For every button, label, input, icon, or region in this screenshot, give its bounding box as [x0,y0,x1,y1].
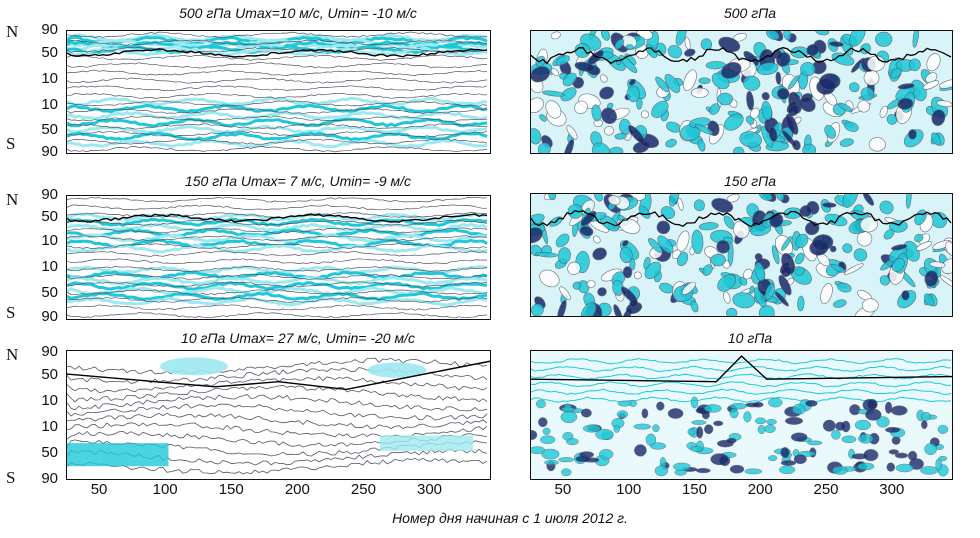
heatmap-10-zonal [67,357,490,475]
plot-500-zonal [66,30,491,154]
panel-title-10-left: 10 гПа Umax= 27 м/с, Umin= -20 м/с [181,330,415,346]
heatmap-10-wave [531,351,952,479]
north-label-150: N [6,190,19,209]
x-tick-label: 250 [350,481,376,498]
x-tick-label: 50 [554,481,572,498]
ytick: 10 [41,96,58,113]
ytick: 10 [41,392,58,409]
south-label-10: S [6,468,16,487]
heatmap-150-zonal [67,196,488,319]
ytick: 90 [41,343,58,360]
heatmap-500-zonal [67,31,488,153]
south-label-500: S [6,134,16,153]
x-tick-label: 100 [152,481,178,498]
ytick: 10 [41,258,58,275]
panel-title-10-right: 10 гПа [727,330,773,346]
x-tick-label: 300 [417,481,443,498]
x-tick-label: 150 [218,481,244,498]
ytick: 90 [41,21,58,38]
panel-title-150-left: 150 гПа Umax= 7 м/с, Umin= -9 м/с [184,173,412,189]
plot-150-zonal [66,195,491,320]
x-tick-label: 150 [681,481,707,498]
north-label-10: N [6,345,19,364]
plot-500-wave [530,30,953,154]
plot-10-zonal [66,350,491,480]
ytick: 50 [41,208,58,225]
ytick: 50 [41,366,58,383]
x-tick-label: 250 [813,481,839,498]
x-tick-label: 100 [616,481,642,498]
x-tick-label: 200 [747,481,773,498]
heatmap-150-wave [531,194,952,316]
panel-title-150-right: 150 гПа [723,173,777,189]
north-label-500: N [6,22,19,41]
ytick: 90 [41,470,58,487]
x-tick-label: 200 [284,481,310,498]
ytick: 10 [41,418,58,435]
ytick: 90 [41,308,58,325]
heatmap-500-wave [531,31,952,153]
ytick: 90 [41,186,58,203]
south-label-150: S [6,303,16,322]
ytick: 50 [41,444,58,461]
ytick: 10 [41,232,58,249]
ytick: 50 [41,44,58,61]
x-tick-label: 300 [879,481,905,498]
panel-title-500-right: 500 гПа [723,5,777,21]
plot-150-wave [530,193,953,317]
x-tick-label: 50 [90,481,108,498]
plot-10-wave [530,350,953,480]
x-axis-label: Номер дня начиная с 1 июля 2012 г. [392,510,628,526]
ytick: 50 [41,121,58,138]
ytick: 50 [41,284,58,301]
ytick: 90 [41,143,58,160]
panel-title-500-left: 500 гПа Umax=10 м/с, Umin= -10 м/с [179,5,417,21]
ytick: 10 [41,70,58,87]
